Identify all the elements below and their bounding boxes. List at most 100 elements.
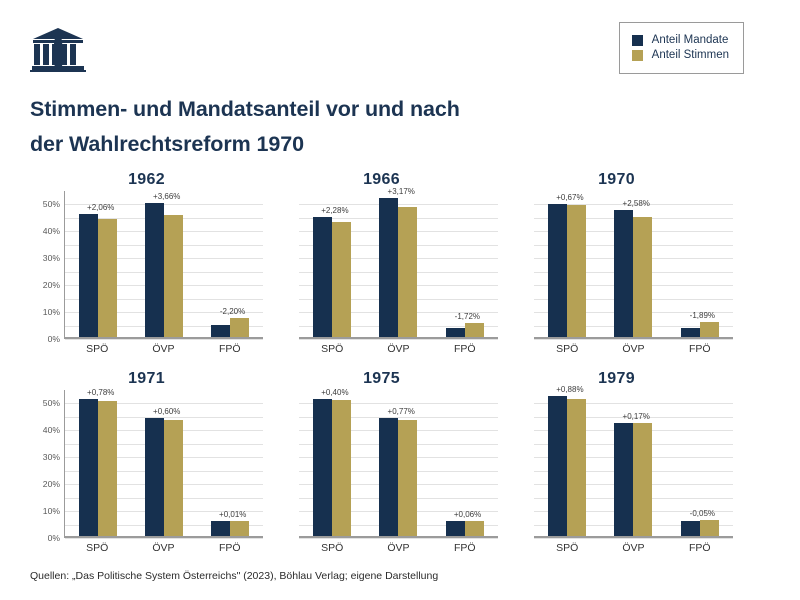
bar-groups: +0,88% +0,17% -0,05% — [534, 385, 733, 536]
bar-group-SPÖ: +0,40% — [313, 388, 352, 536]
bar-group-SPÖ: +0,88% — [548, 385, 587, 536]
x-axis-label-ÖVP: ÖVP — [622, 542, 645, 554]
chart-panel-1966: 1966 +2,28% +3,17% -1,72% SPÖ ÖVP FPÖ — [265, 168, 498, 355]
x-axis-label-ÖVP: ÖVP — [152, 542, 175, 554]
y-axis: 0% 10% 20% 30% 40% 50% — [30, 390, 64, 543]
gridline — [299, 204, 498, 206]
gridline-minor — [299, 416, 498, 418]
delta-label-SPÖ: +2,06% — [87, 202, 115, 212]
legend-swatch-mandate-icon — [631, 35, 643, 47]
plot-area-1970: +0,67% +2,58% -1,89% — [534, 191, 733, 340]
bar-stimmen-ÖVP — [398, 207, 418, 337]
gridline-minor — [534, 416, 733, 418]
y-axis — [265, 390, 299, 538]
bar-stimmen-SPÖ — [98, 218, 117, 337]
bar-mandate-SPÖ — [313, 399, 333, 536]
y-axis-tick-label: 20% — [42, 479, 60, 490]
chart-panel-grid: 1962 0% 10% 20% 30% 40% 50% +2,06% +3,66% -2,20% S… — [30, 168, 770, 554]
x-axis-label-FPÖ: FPÖ — [689, 343, 711, 355]
x-axis-label-SPÖ: SPÖ — [321, 542, 344, 554]
bar-stimmen-FPÖ — [464, 521, 484, 536]
bar-group-FPÖ: +0,01% — [211, 390, 249, 536]
chart-row-top: 1962 0% 10% 20% 30% 40% 50% +2,06% +3,66% -2,20% S… — [30, 168, 770, 355]
y-axis-tick-label: 0% — [47, 533, 60, 543]
bar-stimmen-SPÖ — [332, 222, 352, 337]
bar-stimmen-FPÖ — [699, 322, 719, 337]
bar-stimmen-SPÖ — [98, 401, 117, 536]
x-axis-label-SPÖ: SPÖ — [321, 343, 344, 355]
x-axis: SPÖ ÖVP FPÖ — [64, 538, 263, 554]
bar-mandate-SPÖ — [79, 213, 98, 337]
delta-label-ÖVP: +3,17% — [387, 187, 415, 197]
delta-label-FPÖ: -1,72% — [454, 311, 481, 321]
bar-mandate-SPÖ — [548, 396, 568, 536]
bar-mandate-FPÖ — [680, 327, 700, 337]
bar-mandate-ÖVP — [379, 198, 399, 337]
bar-mandate-ÖVP — [614, 422, 634, 536]
bar-stimmen-FPÖ — [464, 322, 484, 337]
bar-group-ÖVP: +0,60% — [145, 390, 183, 536]
bar-stimmen-ÖVP — [164, 420, 183, 536]
panel-title-1970: 1970 — [598, 171, 635, 188]
x-axis-label-SPÖ: SPÖ — [86, 542, 109, 554]
gridline — [65, 538, 263, 539]
delta-label-FPÖ: -2,20% — [219, 307, 246, 317]
x-axis-label-ÖVP: ÖVP — [387, 343, 410, 355]
y-axis-tick-label: 10% — [42, 307, 60, 318]
y-axis — [265, 191, 299, 339]
bar-groups: +2,28% +3,17% -1,72% — [299, 187, 498, 337]
bar-group-FPÖ: +0,06% — [445, 390, 484, 536]
x-axis: SPÖ ÖVP FPÖ — [534, 339, 733, 355]
x-axis: SPÖ ÖVP FPÖ — [299, 538, 498, 554]
chart-legend: Anteil Mandate Anteil Stimmen — [618, 22, 744, 74]
source-note: Quellen: „Das Politische System Österrei… — [30, 570, 439, 582]
gridline — [65, 339, 263, 340]
delta-label-ÖVP: +0,77% — [387, 407, 415, 417]
bar-stimmen-FPÖ — [230, 521, 249, 536]
bar-mandate-SPÖ — [313, 217, 333, 337]
y-axis-tick-label: 30% — [42, 452, 60, 463]
gridline — [65, 403, 263, 405]
parliament-logo — [30, 27, 86, 73]
bar-stimmen-FPÖ — [699, 519, 719, 536]
bar-mandate-SPÖ — [79, 399, 98, 536]
plot-area-1979: +0,88% +0,17% -0,05% — [534, 385, 733, 539]
x-axis: SPÖ ÖVP FPÖ — [534, 538, 733, 554]
legend-item-stimmen: Anteil Stimmen — [631, 49, 729, 62]
delta-label-SPÖ: +0,78% — [87, 388, 115, 398]
gridline — [299, 339, 498, 340]
plot-area-1971: +0,78% +0,60% +0,01% — [64, 388, 263, 539]
delta-label-FPÖ: -0,05% — [689, 508, 716, 518]
panel-title-1975: 1975 — [363, 370, 400, 387]
bar-stimmen-SPÖ — [567, 205, 587, 337]
gridline — [65, 204, 263, 206]
bar-groups: +0,67% +2,58% -1,89% — [534, 191, 733, 337]
plot-area-1975: +0,40% +0,77% +0,06% — [299, 388, 498, 539]
gridline — [534, 339, 733, 340]
bar-group-ÖVP: +3,17% — [379, 187, 418, 337]
bar-mandate-ÖVP — [379, 418, 399, 536]
delta-label-SPÖ: +0,40% — [321, 388, 349, 398]
x-axis-label-SPÖ: SPÖ — [556, 542, 579, 554]
delta-label-ÖVP: +2,58% — [622, 198, 650, 208]
panel-title-1962: 1962 — [128, 171, 165, 188]
page-title: Stimmen- und Mandatsanteil vor und nach … — [30, 92, 630, 162]
chart-panel-1971: 1971 0% 10% 20% 30% 40% 50% +0,78% +0,60% +0,01% S… — [30, 367, 263, 554]
x-axis-label-FPÖ: FPÖ — [454, 542, 476, 554]
y-axis-tick-label: 30% — [42, 253, 60, 264]
x-axis-label-FPÖ: FPÖ — [689, 542, 711, 554]
chart-panel-1975: 1975 +0,40% +0,77% +0,06% SPÖ ÖVP FPÖ — [265, 367, 498, 554]
bar-group-FPÖ: -0,05% — [680, 390, 719, 536]
x-axis-label-ÖVP: ÖVP — [387, 542, 410, 554]
delta-label-FPÖ: +0,01% — [219, 510, 247, 520]
bar-stimmen-ÖVP — [164, 214, 183, 337]
x-axis-label-FPÖ: FPÖ — [219, 343, 241, 355]
bar-groups: +0,78% +0,60% +0,01% — [65, 388, 263, 536]
x-axis-label-SPÖ: SPÖ — [556, 343, 579, 355]
delta-label-SPÖ: +0,88% — [556, 385, 584, 395]
bar-group-FPÖ: -2,20% — [211, 191, 249, 337]
chart-panel-1979: 1979 +0,88% +0,17% -0,05% SPÖ ÖVP FPÖ — [500, 367, 733, 554]
bar-stimmen-FPÖ — [230, 318, 249, 337]
legend-swatch-stimmen-icon — [631, 49, 643, 61]
bar-group-ÖVP: +0,17% — [614, 390, 653, 536]
